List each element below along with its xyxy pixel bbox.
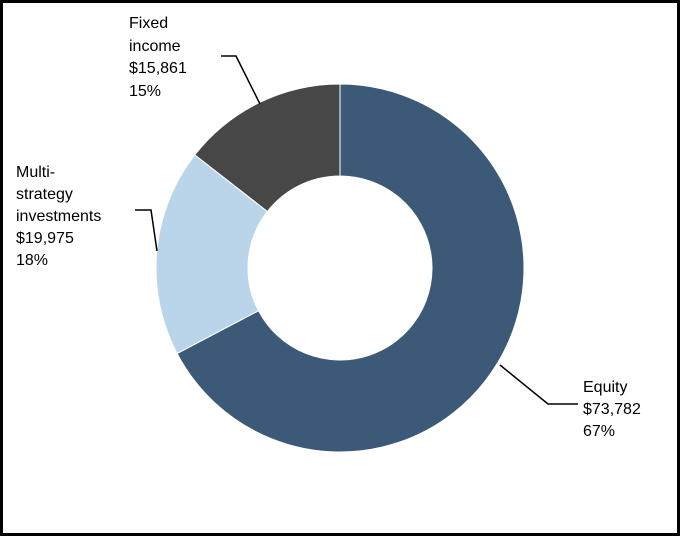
leader-multi (135, 209, 158, 252)
label-fixed-line: Fixed (129, 15, 168, 32)
label-equity-line: Equity (583, 379, 627, 396)
label-fixed-line: income (129, 38, 181, 55)
label-fixed-line: 15% (129, 83, 161, 100)
slices-group (155, 83, 525, 453)
label-multi-strategy: Multi- strategy investments $19,975 18% (16, 164, 106, 269)
label-equity-line: 67% (583, 423, 615, 440)
slice-multi-strategy-investments (155, 154, 269, 355)
label-multi-line: Multi- (16, 164, 55, 181)
label-multi-line: investments (16, 208, 101, 225)
leader-equity (499, 364, 578, 405)
label-multi-line: strategy (16, 186, 73, 203)
label-fixed-income: Fixed income $15,861 15% (129, 15, 191, 100)
slice-equity (176, 83, 525, 453)
label-multi-line: $19,975 (16, 230, 74, 247)
slice-fixed-income (194, 83, 341, 213)
label-equity: Equity $73,782 67% (583, 379, 645, 440)
label-multi-line: 18% (16, 252, 48, 269)
leader-lines (135, 55, 578, 405)
leader-fixed (221, 55, 261, 105)
label-equity-line: $73,782 (583, 401, 641, 418)
label-fixed-line: $15,861 (129, 60, 187, 77)
